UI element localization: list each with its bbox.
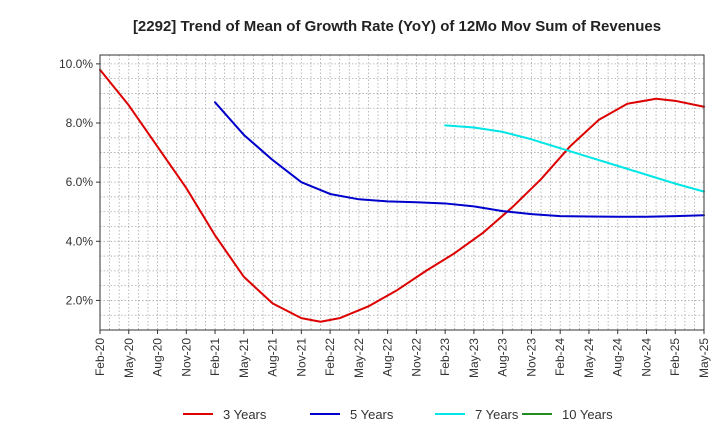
series-line-5-years [214, 101, 705, 218]
x-tick-label: Aug-22 [381, 338, 395, 377]
x-tick-label: Feb-21 [208, 338, 222, 376]
legend: 3 Years 5 Years 7 Years 10 Years [183, 407, 613, 422]
x-tick-label: Feb-23 [438, 338, 452, 376]
y-tick-label: 8.0% [66, 116, 94, 130]
x-tick-label: Feb-20 [93, 338, 107, 376]
plot-area-border [99, 54, 705, 331]
series-line-3-years [99, 68, 705, 323]
x-tick-label: Aug-24 [611, 338, 625, 377]
x-tick-label: May-22 [352, 338, 366, 378]
x-tick-label: Feb-24 [553, 338, 567, 376]
legend-label-3-years: 3 Years [223, 407, 267, 422]
x-tick-label: Aug-23 [496, 338, 510, 377]
x-tick-label: Feb-25 [668, 338, 682, 376]
x-axis-ticks: Feb-20 May-20 Aug-20 Nov-20 Feb-21 May-21 Aug-… [93, 330, 711, 378]
x-tick-label: Nov-24 [639, 338, 653, 377]
x-tick-label: May-21 [237, 338, 251, 378]
x-tick-label: May-23 [467, 338, 481, 378]
x-tick-label: Aug-21 [266, 338, 280, 377]
x-tick-label: May-20 [122, 338, 136, 378]
x-tick-label: Nov-22 [409, 338, 423, 377]
x-tick-label: Aug-20 [151, 338, 165, 377]
x-tick-label: Nov-23 [524, 338, 538, 377]
legend-label-7-years: 7 Years [475, 407, 519, 422]
x-tick-label: May-24 [582, 338, 596, 378]
y-tick-label: 2.0% [66, 293, 94, 307]
grid [99, 55, 705, 330]
legend-label-10-years: 10 Years [562, 407, 613, 422]
y-tick-label: 4.0% [66, 234, 94, 248]
series-lines [99, 68, 705, 323]
x-tick-label: Nov-20 [179, 338, 193, 377]
series-line-7-years [444, 124, 705, 193]
y-tick-label: 10.0% [59, 57, 93, 71]
legend-label-5-years: 5 Years [350, 407, 394, 422]
x-tick-label: May-25 [697, 338, 711, 378]
y-axis-ticks: 2.0% 4.0% 6.0% 8.0% 10.0% [59, 57, 100, 307]
x-tick-label: Feb-22 [323, 338, 337, 376]
x-tick-label: Nov-21 [294, 338, 308, 377]
y-tick-label: 6.0% [66, 175, 94, 189]
chart-title: [2292] Trend of Mean of Growth Rate (YoY… [133, 18, 661, 35]
